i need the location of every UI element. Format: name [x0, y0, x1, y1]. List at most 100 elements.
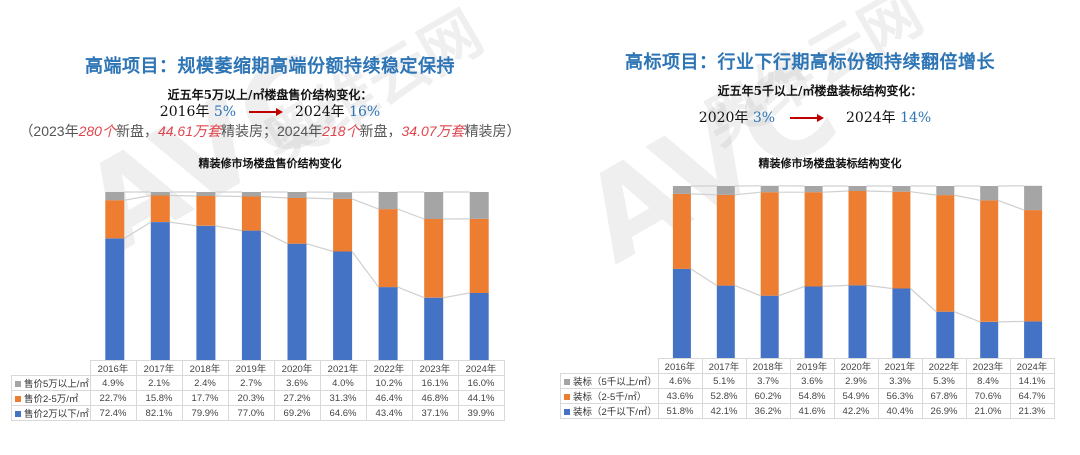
- table-row: 装标（5千以上/㎡） 4.6% 5.1% 3.7% 3.6% 2.9% 3.3% 5.3% 8.…: [560, 373, 1055, 389]
- series-connector-line: [123, 221, 152, 239]
- bar-segment: [469, 293, 489, 360]
- table-header-cell: 2019年: [227, 360, 275, 376]
- right-data-table: 2016年 2017年 2018年 2019年 2020年 2021年 2022年 2023年…: [560, 358, 1055, 419]
- right-panel: 高标项目：行业下行期高标份额持续翻倍增长 近五年5千以上/㎡楼盘装标结构变化： …: [540, 0, 1080, 455]
- legend-swatch-icon: [15, 381, 21, 388]
- table-cell: 4.6%: [657, 373, 703, 389]
- series-connector-line: [954, 194, 981, 201]
- table-row: 售价5万以上/㎡ 4.9% 2.1% 2.4% 2.7% 3.6% 4.0% 10.2% 16.…: [11, 375, 505, 391]
- table-cell: 26.9%: [921, 403, 967, 419]
- legend-swatch-icon: [564, 379, 570, 386]
- table-header-cell: 2023年: [411, 360, 459, 376]
- bar-segment: [424, 192, 444, 219]
- legend-label: 售价5万以上/㎡: [11, 375, 91, 391]
- left-from-pct: 5%: [213, 104, 237, 120]
- table-cell: 46.4%: [365, 390, 413, 406]
- table-cell: 21.3%: [1009, 403, 1055, 419]
- series-connector-line: [690, 193, 717, 196]
- bar-segment: [892, 288, 911, 358]
- table-cell: 16.0%: [457, 375, 505, 391]
- right-chart-title: 精装修市场楼盘装标结构变化: [758, 157, 902, 170]
- bar-segment: [196, 225, 216, 360]
- table-cell: 31.3%: [319, 390, 367, 406]
- bar-segment: [333, 198, 353, 252]
- bar-segment: [196, 196, 216, 226]
- table-cell: 42.2%: [833, 403, 879, 419]
- left-chart-plot: [92, 191, 502, 360]
- table-row: 售价2-5万/㎡ 22.7% 15.8% 17.7% 20.3% 27.2% 31.3% 46…: [11, 390, 505, 406]
- table-cell: 8.4%: [965, 373, 1011, 389]
- bar-segment: [196, 192, 216, 196]
- bar-segment: [424, 219, 444, 298]
- table-header-cell: 2024年: [457, 360, 505, 376]
- table-cell: 3.3%: [877, 373, 923, 389]
- arrow-right-icon: [248, 107, 283, 117]
- series-connector-line: [822, 284, 849, 287]
- table-cell: 2.1%: [135, 375, 183, 391]
- right-chart-plot: [660, 185, 1055, 358]
- table-cell: 17.7%: [181, 390, 229, 406]
- table-header-cell: 2016年: [89, 360, 137, 376]
- table-cell: 16.1%: [411, 375, 459, 391]
- table-header-cell: 2021年: [877, 358, 923, 374]
- left-to-pct: 16%: [349, 104, 381, 120]
- note-text: 精装房）: [464, 123, 521, 139]
- bar-segment: [760, 185, 779, 193]
- legend-label: 装标（2-5千/㎡）: [560, 388, 659, 404]
- note-highlight: 280个: [78, 123, 116, 139]
- table-cell: 51.8%: [657, 403, 703, 419]
- series-connector-line: [734, 191, 761, 196]
- bar-segment: [150, 192, 170, 196]
- bar-segment: [424, 297, 444, 360]
- bar-segment: [936, 311, 955, 358]
- bar-segment: [804, 192, 823, 287]
- table-cell: 54.8%: [789, 388, 835, 404]
- series-connector-line: [778, 285, 805, 297]
- series-connector-line: [866, 190, 893, 193]
- table-cell: 3.6%: [273, 375, 321, 391]
- bar-segment: [672, 186, 691, 194]
- left-headline: 高端项目：规模萎缩期高端份额持续稳定保持: [85, 56, 455, 77]
- left-data-table: 2016年 2017年 2018年 2019年 2020年 2021年 2022年 2023年…: [11, 360, 505, 421]
- bar-segment: [241, 196, 261, 231]
- series-connector-line: [306, 197, 334, 200]
- table-cell: 36.2%: [745, 403, 791, 419]
- bar-segment: [980, 186, 999, 201]
- series-connector-line: [215, 225, 243, 232]
- table-cell: 64.7%: [1009, 388, 1055, 404]
- arrow-right-icon: [789, 113, 824, 123]
- table-cell: 2.9%: [833, 373, 879, 389]
- table-cell: 43.6%: [657, 388, 703, 404]
- table-row: 装标（2千以下/㎡） 51.8% 42.1% 36.2% 41.6% 42.2% 40.4%…: [560, 403, 1055, 419]
- series-connector-line: [351, 198, 379, 210]
- series-connector-line: [443, 292, 470, 299]
- right-to-year: 2024年: [846, 110, 896, 126]
- table-cell: 60.2%: [745, 388, 791, 404]
- bar-segment: [241, 230, 261, 360]
- series-connector-line: [169, 194, 197, 197]
- bar-segment: [287, 243, 307, 360]
- bar-segment: [105, 192, 125, 201]
- series-connector-line: [124, 194, 151, 201]
- bar-segment: [848, 285, 867, 358]
- series-connector-line: [997, 199, 1025, 211]
- note-highlight: 44.61万套: [157, 123, 221, 139]
- series-connector-line: [397, 208, 425, 220]
- table-cell: 4.0%: [319, 375, 367, 391]
- legend-label: 装标（2千以下/㎡）: [560, 403, 659, 419]
- right-from-year: 2020年: [698, 110, 749, 126]
- table-corner: [11, 360, 91, 376]
- table-cell: 2.4%: [181, 375, 229, 391]
- bar-segment: [150, 222, 170, 360]
- bar-segment: [469, 192, 489, 219]
- table-row: 售价2万以下/㎡ 72.4% 82.1% 79.9% 77.0% 69.2% 64.6% 43…: [11, 405, 505, 421]
- bar-segment: [716, 186, 735, 195]
- right-to-pct: 14%: [900, 110, 932, 126]
- table-header-cell: 2019年: [789, 358, 835, 374]
- bar-segment: [760, 192, 779, 296]
- table-cell: 3.7%: [745, 373, 791, 389]
- series-connector-line: [822, 190, 849, 193]
- bar-segment: [1024, 210, 1043, 322]
- table-cell: 64.6%: [319, 405, 367, 421]
- series-connector-line: [866, 284, 893, 290]
